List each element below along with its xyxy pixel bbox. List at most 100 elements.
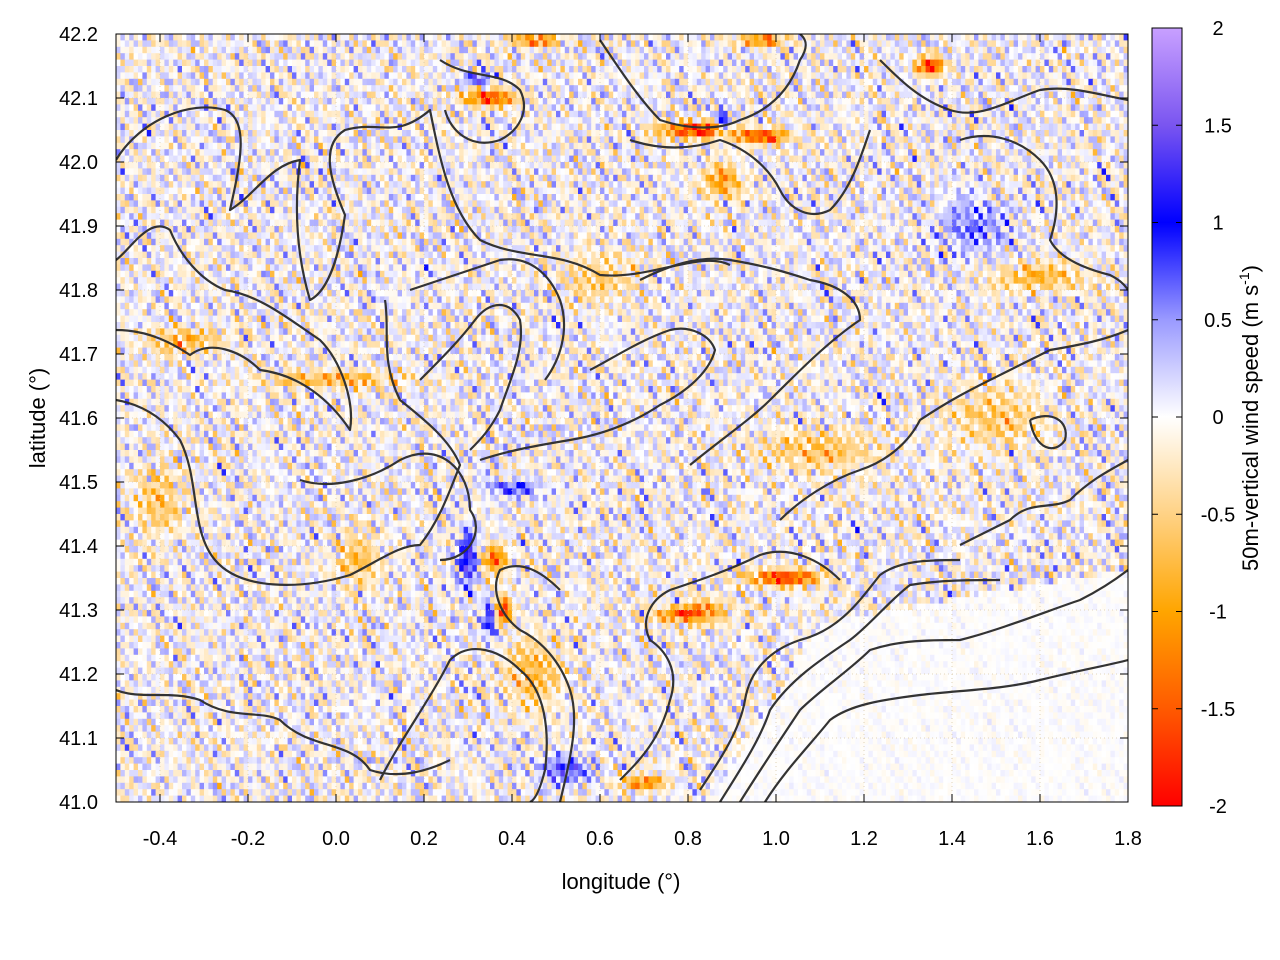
heatmap-cell	[212, 53, 218, 61]
heatmap-cell	[1070, 110, 1076, 118]
heatmap-cell	[116, 72, 121, 80]
heatmap-cell	[428, 136, 434, 144]
heatmap-cell	[120, 142, 126, 150]
heatmap-cell	[1031, 149, 1037, 157]
heatmap-cell	[186, 53, 192, 61]
heatmap-cell	[344, 53, 350, 61]
heatmap-cell	[472, 136, 478, 144]
heatmap-cell	[714, 91, 720, 99]
heatmap-cell	[441, 130, 447, 137]
heatmap-cell	[556, 149, 561, 157]
heatmap-cell	[670, 53, 676, 61]
heatmap-cell	[1062, 123, 1067, 131]
heatmap-cell	[278, 66, 284, 73]
heatmap-cell	[934, 110, 940, 118]
heatmap-cell	[960, 85, 966, 93]
heatmap-cell	[578, 91, 583, 99]
heatmap-cell	[199, 66, 205, 73]
heatmap-cell	[230, 59, 236, 67]
heatmap-cell	[1066, 142, 1072, 150]
heatmap-cell	[190, 98, 196, 105]
heatmap-cell	[930, 46, 935, 54]
heatmap-cell	[305, 78, 311, 86]
heatmap-cell	[784, 162, 790, 169]
heatmap-cell	[388, 117, 394, 125]
heatmap-cell	[710, 110, 715, 118]
heatmap-cell	[551, 72, 557, 80]
heatmap-cell	[688, 110, 693, 118]
heatmap-cell	[146, 117, 152, 125]
heatmap-cell	[331, 78, 337, 86]
heatmap-cell	[542, 149, 548, 157]
heatmap-cell	[578, 66, 583, 73]
heatmap-cell	[226, 78, 231, 86]
heatmap-cell	[485, 136, 491, 144]
heatmap-cell	[1101, 34, 1107, 41]
heatmap-cell	[402, 142, 407, 150]
heatmap-cell	[217, 78, 223, 86]
heatmap-cell	[749, 46, 755, 54]
heatmap-cell	[639, 98, 645, 105]
heatmap-cell	[1075, 91, 1081, 99]
heatmap-cell	[551, 98, 557, 105]
heatmap-cell	[639, 78, 645, 86]
heatmap-cell	[1110, 85, 1116, 93]
heatmap-cell	[793, 104, 799, 112]
heatmap-cell	[155, 162, 161, 169]
heatmap-cell	[129, 149, 135, 157]
heatmap-cell	[151, 34, 157, 41]
heatmap-cell	[1110, 104, 1116, 112]
heatmap-cell	[886, 110, 891, 118]
heatmap-cell	[714, 149, 720, 157]
heatmap-cell	[824, 34, 830, 41]
heatmap-cell	[494, 78, 500, 86]
heatmap-cell	[353, 168, 359, 176]
heatmap-cell	[762, 53, 768, 61]
heatmap-cell	[406, 85, 412, 93]
heatmap-cell	[771, 142, 777, 150]
heatmap-cell	[1110, 66, 1116, 73]
heatmap-cell	[798, 66, 803, 73]
heatmap-cell	[978, 85, 984, 93]
heatmap-cell	[850, 117, 856, 125]
heatmap-cell	[331, 104, 337, 112]
heatmap-cell	[916, 142, 922, 150]
heatmap-cell	[1092, 72, 1098, 80]
heatmap-cell	[366, 72, 372, 80]
heatmap-cell	[674, 72, 680, 80]
heatmap-cell	[362, 149, 368, 157]
heatmap-cell	[1106, 149, 1111, 157]
heatmap-cell	[1084, 136, 1089, 144]
heatmap-cell	[226, 155, 231, 163]
heatmap-cell	[485, 142, 491, 150]
heatmap-cell	[1123, 110, 1128, 118]
heatmap-cell	[349, 155, 355, 163]
heatmap-cell	[371, 117, 377, 125]
heatmap-cell	[490, 117, 495, 125]
heatmap-cell	[740, 91, 746, 99]
heatmap-cell	[1000, 155, 1006, 163]
heatmap-cell	[644, 46, 649, 54]
heatmap-cell	[798, 110, 803, 118]
heatmap-cell	[318, 98, 324, 105]
heatmap-cell	[538, 149, 544, 157]
heatmap-cell	[309, 149, 315, 157]
heatmap-cell	[314, 59, 319, 67]
heatmap-cell	[824, 123, 830, 131]
heatmap-cell	[503, 155, 509, 163]
heatmap-cell	[437, 136, 443, 144]
heatmap-cell	[287, 53, 293, 61]
heatmap-cell	[991, 34, 997, 41]
heatmap-cell	[419, 149, 425, 157]
heatmap-cell	[547, 155, 553, 163]
heatmap-cell	[1022, 46, 1028, 54]
heatmap-cell	[274, 72, 280, 80]
heatmap-cell	[410, 168, 416, 176]
heatmap-cell	[151, 149, 157, 157]
heatmap-cell	[1079, 34, 1085, 41]
heatmap-cell	[635, 104, 641, 112]
heatmap-cell	[798, 123, 803, 131]
heatmap-cell	[358, 59, 363, 67]
heatmap-cell	[1035, 98, 1041, 105]
heatmap-cell	[688, 117, 693, 125]
